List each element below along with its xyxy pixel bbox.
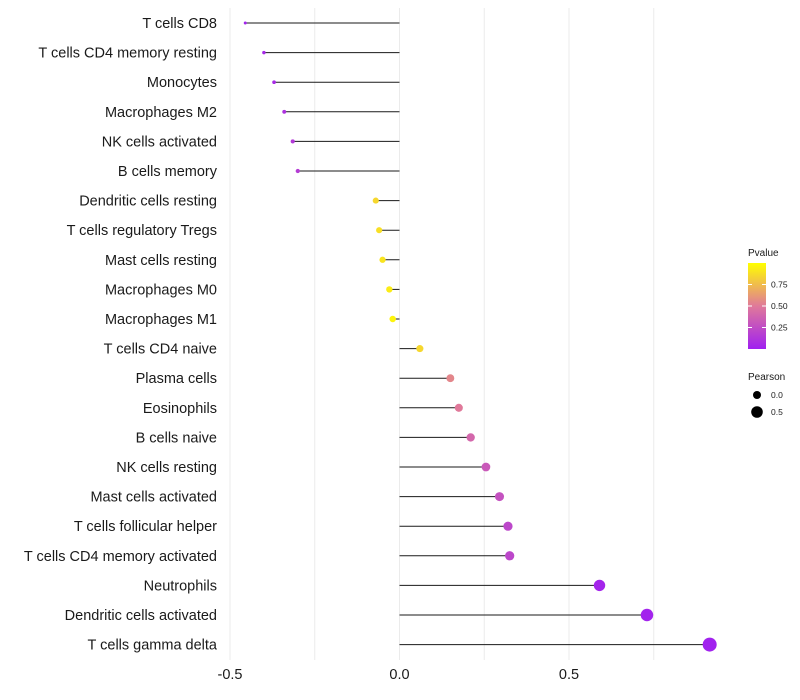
lollipop-dot [389, 315, 396, 323]
category-label: T cells CD8 [142, 16, 217, 32]
lollipop-dot [446, 374, 455, 383]
category-label: Monocytes [147, 75, 217, 91]
category-label: Mast cells resting [105, 253, 217, 269]
size-legend-title: Pearson [748, 372, 785, 383]
size-legend-label: 0.0 [771, 390, 783, 400]
lollipop-dot [372, 197, 379, 204]
lollipop-dot [481, 462, 491, 472]
x-axis-ticks: -0.5 0.0 0.5 [218, 667, 580, 683]
category-label: Dendritic cells resting [79, 194, 217, 210]
colorbar-tick-label: 0.25 [771, 323, 788, 333]
lollipop-dot [416, 345, 424, 353]
colorbar-tick-label: 0.50 [771, 301, 788, 311]
lollipop-dot [262, 50, 266, 55]
category-label: Eosinophils [143, 401, 217, 417]
category-label: Macrophages M0 [105, 282, 217, 298]
lollipop-stems [245, 22, 710, 646]
lollipop-dot [379, 256, 386, 263]
lollipop-dot [593, 579, 606, 592]
category-label: T cells CD4 naive [104, 342, 217, 358]
category-label: T cells gamma delta [88, 638, 218, 654]
lollipop-dot [282, 109, 287, 114]
category-label: T cells CD4 memory resting [38, 46, 217, 62]
category-label: NK cells resting [116, 460, 217, 476]
category-label: T cells regulatory Tregs [67, 223, 217, 239]
category-label: Dendritic cells activated [65, 608, 217, 624]
x-tick-label: -0.5 [218, 667, 243, 683]
colorbar [748, 263, 766, 349]
lollipop-dot [640, 608, 654, 622]
category-label: NK cells activated [102, 134, 217, 150]
category-label: Neutrophils [144, 578, 217, 594]
colorbar-ticks: 0.25 0.50 0.75 [748, 280, 788, 333]
lollipop-dot [376, 227, 383, 234]
lollipop-dot [503, 521, 513, 531]
category-labels: T cells CD8 T cells CD4 memory resting Mon… [24, 16, 218, 654]
lollipop-dot [466, 433, 475, 442]
legend: Pvalue 0.25 0.50 0.75 Pearson 0.0 0.5 [748, 248, 788, 418]
size-legend-dot [751, 406, 763, 418]
category-label: T cells follicular helper [74, 519, 217, 535]
lollipop-dot [702, 637, 717, 652]
lollipop-dot [454, 403, 463, 412]
size-legend-label: 0.5 [771, 407, 783, 417]
x-tick-label: 0.5 [559, 667, 579, 683]
x-tick-label: 0.0 [389, 667, 409, 683]
grid-lines [229, 8, 655, 660]
category-label: Macrophages M2 [105, 105, 217, 121]
lollipop-dot [272, 80, 276, 85]
colorbar-title: Pvalue [748, 248, 779, 259]
size-legend-dot [753, 391, 761, 399]
lollipop-dot [295, 168, 300, 174]
colorbar-tick-label: 0.75 [771, 280, 788, 290]
category-label: Macrophages M1 [105, 312, 217, 328]
category-label: Plasma cells [136, 371, 217, 387]
lollipop-dot [494, 492, 505, 502]
size-legend-items: 0.0 0.5 [751, 390, 783, 418]
category-label: B cells naive [136, 430, 217, 446]
category-label: T cells CD4 memory activated [24, 549, 217, 565]
category-label: B cells memory [118, 164, 218, 180]
lollipop-dot [243, 21, 247, 25]
lollipop-dots [243, 21, 717, 652]
category-label: Mast cells activated [90, 490, 217, 506]
lollipop-dot [505, 551, 515, 561]
lollipop-dot [386, 286, 393, 293]
lollipop-dot [290, 139, 295, 144]
